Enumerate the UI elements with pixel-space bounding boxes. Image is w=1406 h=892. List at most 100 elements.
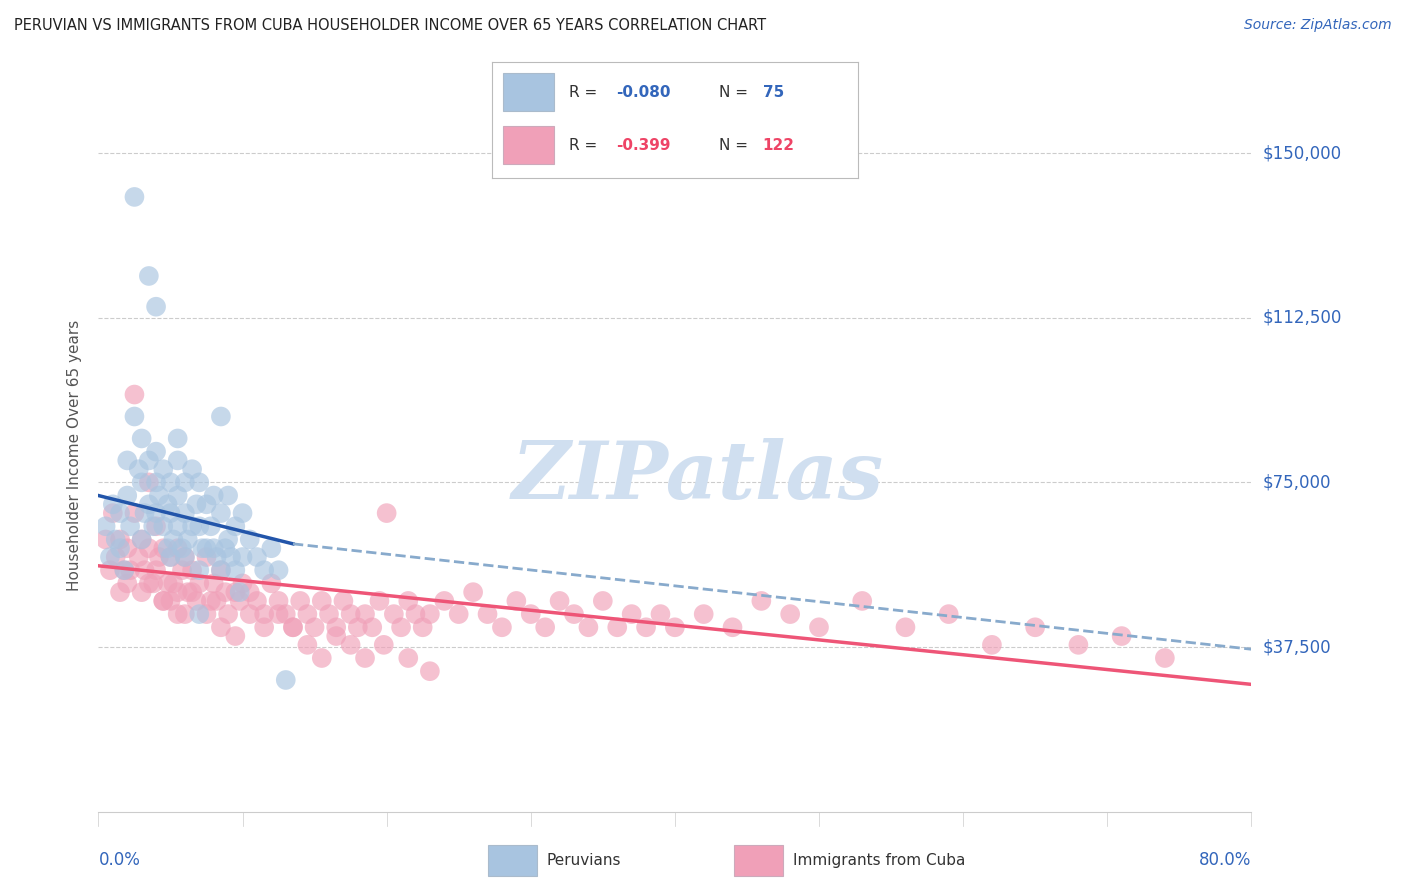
Point: [177, 533, 200, 547]
Point: [361, 620, 384, 634]
Point: [117, 576, 138, 591]
Point: [145, 475, 167, 490]
Point: [851, 594, 873, 608]
FancyBboxPatch shape: [503, 73, 554, 112]
Point: [166, 541, 188, 556]
Point: [246, 594, 269, 608]
Point: [94, 519, 117, 533]
Point: [297, 607, 319, 621]
Point: [202, 576, 225, 591]
Point: [98, 549, 121, 564]
Point: [200, 519, 222, 533]
Point: [274, 607, 297, 621]
Point: [162, 533, 184, 547]
Point: [1111, 629, 1133, 643]
Point: [191, 541, 214, 556]
Point: [1024, 620, 1046, 634]
Point: [209, 620, 232, 634]
Point: [181, 519, 204, 533]
Point: [117, 541, 138, 556]
Point: [131, 533, 153, 547]
Point: [214, 541, 236, 556]
Point: [134, 506, 156, 520]
Point: [159, 549, 181, 564]
Text: N =: N =: [718, 138, 752, 153]
Point: [318, 607, 340, 621]
Point: [117, 489, 138, 503]
Point: [325, 620, 347, 634]
Point: [664, 620, 686, 634]
Point: [267, 563, 290, 577]
Point: [138, 475, 160, 490]
Point: [152, 594, 174, 608]
Point: [375, 506, 398, 520]
Point: [578, 620, 600, 634]
Point: [389, 620, 412, 634]
Point: [174, 549, 197, 564]
Point: [128, 462, 150, 476]
Text: $75,000: $75,000: [1263, 474, 1331, 491]
Point: [339, 607, 361, 621]
Point: [405, 607, 427, 621]
Point: [693, 607, 716, 621]
Point: [159, 549, 181, 564]
Point: [1067, 638, 1090, 652]
Point: [260, 541, 283, 556]
Point: [354, 651, 377, 665]
Text: $150,000: $150,000: [1263, 144, 1341, 162]
Point: [108, 533, 131, 547]
Point: [142, 519, 165, 533]
Point: [281, 620, 304, 634]
Y-axis label: Householder Income Over 65 years: Householder Income Over 65 years: [66, 319, 82, 591]
Point: [162, 576, 184, 591]
Text: ZIPatlas: ZIPatlas: [512, 438, 884, 515]
Point: [981, 638, 1004, 652]
Text: Source: ZipAtlas.com: Source: ZipAtlas.com: [1244, 18, 1392, 32]
Point: [239, 607, 262, 621]
Text: R =: R =: [569, 85, 602, 100]
Point: [477, 607, 499, 621]
Point: [311, 651, 333, 665]
Point: [721, 620, 744, 634]
Point: [112, 563, 135, 577]
Text: 75: 75: [762, 85, 785, 100]
Point: [145, 563, 167, 577]
Point: [156, 497, 179, 511]
Point: [159, 506, 181, 520]
Point: [131, 533, 153, 547]
Point: [131, 432, 153, 446]
Point: [148, 489, 170, 503]
Text: R =: R =: [569, 138, 602, 153]
Point: [253, 563, 276, 577]
Point: [231, 549, 254, 564]
Point: [217, 533, 239, 547]
Point: [224, 519, 246, 533]
Point: [217, 489, 239, 503]
Point: [214, 585, 236, 599]
Point: [166, 453, 188, 467]
Point: [166, 432, 188, 446]
Point: [142, 576, 165, 591]
Point: [650, 607, 672, 621]
Text: -0.080: -0.080: [616, 85, 671, 100]
Point: [181, 563, 204, 577]
Point: [228, 594, 250, 608]
Point: [260, 576, 283, 591]
Point: [412, 620, 434, 634]
Point: [304, 620, 326, 634]
Point: [131, 475, 153, 490]
Point: [373, 638, 395, 652]
Point: [138, 453, 160, 467]
Point: [231, 576, 254, 591]
Point: [290, 594, 312, 608]
Point: [354, 607, 377, 621]
Point: [224, 585, 246, 599]
Point: [239, 533, 262, 547]
Text: PERUVIAN VS IMMIGRANTS FROM CUBA HOUSEHOLDER INCOME OVER 65 YEARS CORRELATION CH: PERUVIAN VS IMMIGRANTS FROM CUBA HOUSEHO…: [14, 18, 766, 33]
Point: [606, 620, 628, 634]
Point: [174, 549, 197, 564]
Point: [339, 638, 361, 652]
Point: [311, 594, 333, 608]
Point: [104, 533, 127, 547]
Point: [124, 409, 146, 424]
